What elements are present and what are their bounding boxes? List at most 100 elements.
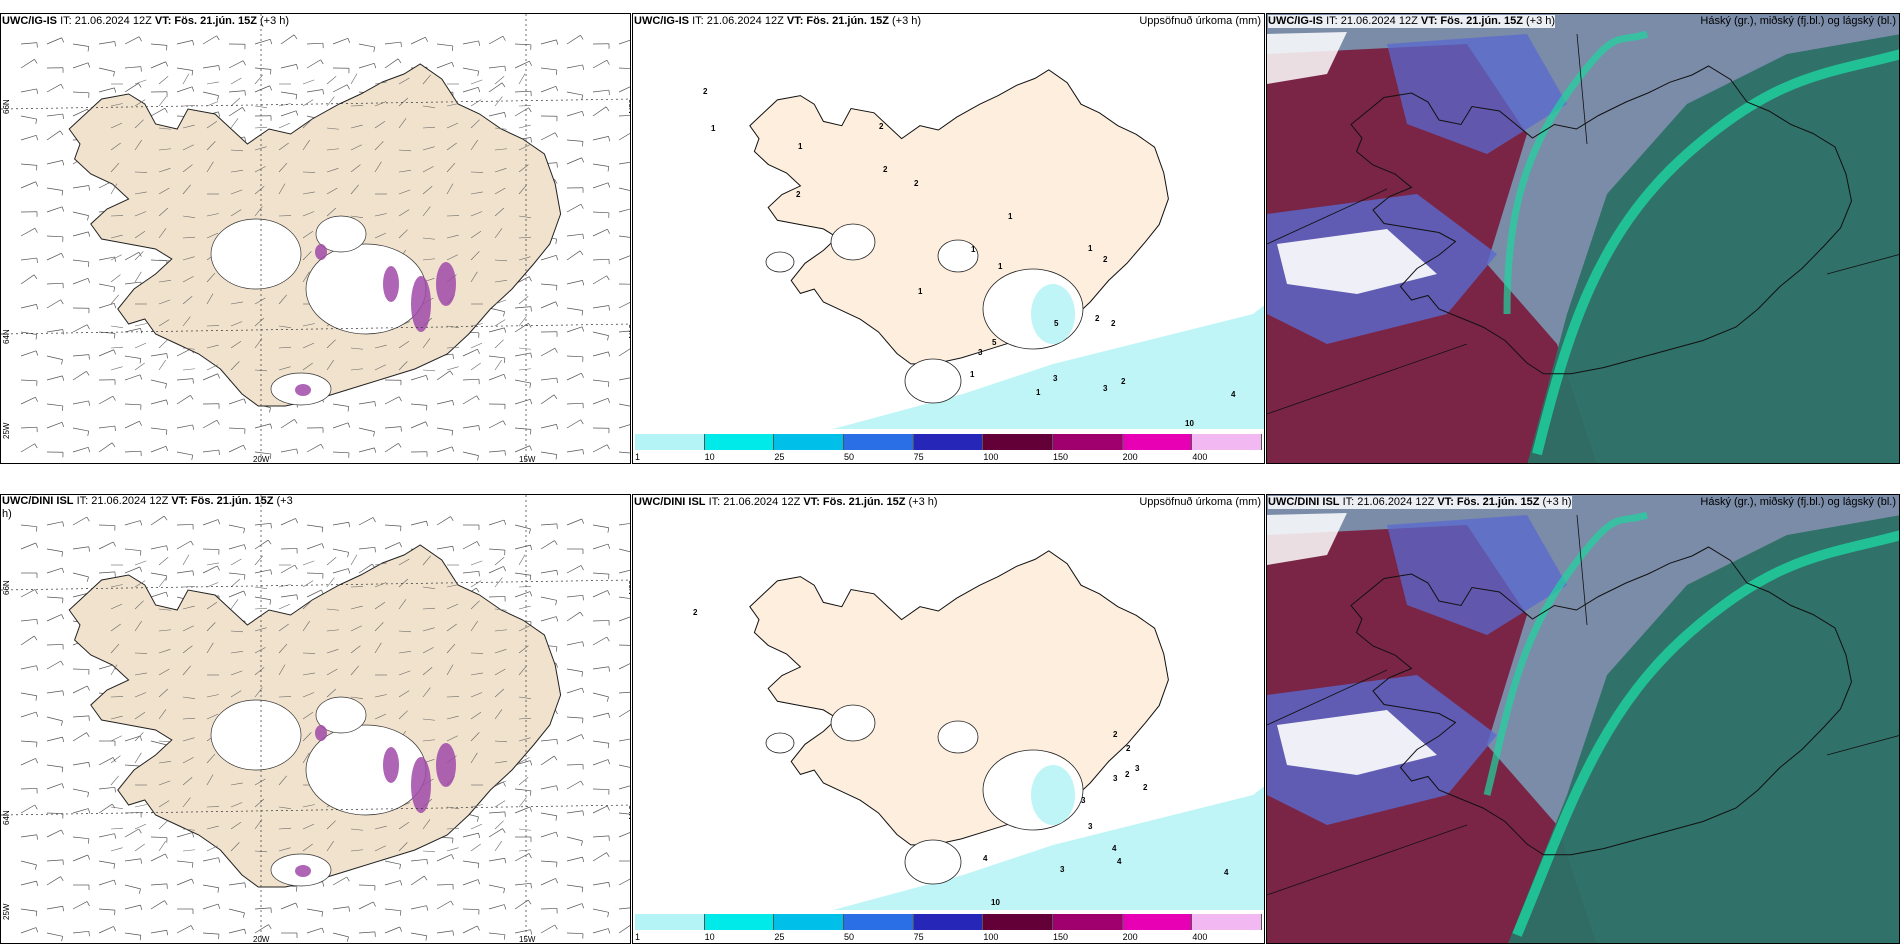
wind-barb-land — [182, 665, 191, 676]
wind-barb-land — [398, 558, 410, 566]
wind-barb — [592, 163, 610, 172]
wind-barb-land — [518, 368, 531, 371]
wind-barb — [150, 107, 168, 117]
panel-title: UWC/IG-IS IT: 21.06.2024 12Z VT: Fös. 21… — [634, 15, 921, 28]
wind-barb-land — [230, 189, 243, 195]
wind-barb-land — [398, 118, 407, 129]
valid-time: Fös. 21.jún. 15Z — [190, 495, 274, 507]
wind-barb-land — [470, 712, 482, 720]
wind-barb — [99, 740, 116, 746]
wind-barb — [177, 908, 194, 914]
wind-barb — [228, 60, 246, 69]
wind-barb-land — [110, 775, 119, 786]
wind-barb-land — [446, 346, 459, 349]
glacier — [315, 696, 367, 734]
wind-barb — [150, 591, 169, 598]
clear-sky — [1277, 229, 1437, 294]
colorbar-swatch — [635, 914, 705, 930]
wind-barb-land — [110, 366, 123, 371]
wind-barb-land — [374, 344, 387, 349]
wind-barb-land — [182, 73, 190, 85]
wind-barb — [20, 396, 38, 405]
wind-barb — [72, 211, 89, 221]
wind-barb — [384, 860, 401, 870]
wind-barb — [20, 834, 38, 840]
wind-barb — [124, 374, 143, 381]
lon-label: 25W — [2, 903, 11, 920]
wind-barb-land — [134, 99, 146, 107]
precip-panel-row2: UWC/DINI ISL IT: 21.06.2024 12Z VT: Fös.… — [632, 494, 1265, 944]
wind-barb-land — [446, 584, 459, 588]
wind-barb — [280, 548, 298, 554]
wind-barb — [150, 399, 169, 405]
colorbar-swatch — [774, 914, 844, 930]
wind-barb — [592, 182, 611, 189]
wind-barb — [436, 545, 454, 552]
wind-barb — [462, 348, 480, 357]
wind-barb — [592, 636, 610, 646]
wind-barb-land — [518, 276, 530, 283]
wind-barb — [540, 132, 558, 141]
wind-barb — [202, 884, 220, 893]
wind-barb — [124, 450, 142, 457]
grid-line — [1826, 735, 1899, 756]
wind-barb-land — [158, 228, 167, 239]
wind-barb-land — [182, 717, 195, 720]
wind-barb-land — [422, 555, 431, 566]
wind-barb-land — [302, 712, 314, 720]
frontal-band — [1512, 530, 1899, 937]
wind-barb-land — [110, 122, 123, 129]
wind-barb — [124, 566, 143, 574]
wind-barb-land — [326, 127, 339, 130]
wind-barb-land — [470, 79, 483, 85]
wind-barb-land — [206, 694, 219, 698]
wind-barb-land — [110, 294, 119, 305]
wind-barb-land — [110, 755, 121, 764]
wind-barb-land — [350, 215, 363, 218]
wind-barb-land — [446, 623, 457, 632]
wind-barb — [46, 783, 65, 790]
wind-barb — [20, 692, 38, 701]
wind-barb-land — [374, 141, 384, 151]
wind-barb-land — [254, 627, 267, 632]
wind-barb — [462, 541, 480, 550]
wind-barb — [514, 107, 532, 117]
wind-barb-land — [254, 166, 266, 173]
wind-barb — [592, 692, 609, 702]
wind-barb-land — [446, 715, 459, 720]
precip-value: 5 — [1054, 319, 1059, 328]
wind-barb-land — [446, 162, 456, 173]
wind-barb — [592, 136, 611, 142]
lead-time: (+3 h) — [1542, 496, 1572, 508]
wind-barb — [488, 857, 506, 864]
wind-barb-land — [350, 554, 358, 566]
colorbar-tick: 150 — [1053, 932, 1069, 942]
wind-barb-land — [374, 825, 387, 830]
wind-barb-land — [302, 323, 315, 327]
wind-barb — [150, 353, 168, 359]
wind-barb-land — [254, 146, 267, 151]
wind-barb — [436, 61, 455, 69]
wind-barb-land — [470, 251, 480, 261]
wind-barb — [488, 828, 506, 838]
grid-line — [1267, 824, 1468, 896]
colorbar-swatch — [843, 434, 914, 450]
wind-barb — [124, 66, 142, 72]
wind-barb-land — [278, 183, 286, 195]
wind-barb — [566, 34, 584, 45]
wind-barb — [98, 541, 116, 550]
wind-barb — [462, 40, 481, 46]
wind-barb — [46, 614, 64, 622]
precip-value: 2 — [1095, 314, 1100, 323]
wind-barb-land — [470, 620, 478, 632]
wind-barb — [98, 87, 117, 93]
wind-barb — [98, 571, 116, 577]
wind-barb-land — [110, 142, 121, 151]
wind-barb-land — [398, 651, 411, 654]
wind-barb — [566, 280, 585, 286]
wind-barb — [176, 878, 195, 886]
wind-barb — [540, 254, 559, 261]
wind-barb — [540, 85, 559, 93]
wind-barb — [98, 283, 116, 293]
